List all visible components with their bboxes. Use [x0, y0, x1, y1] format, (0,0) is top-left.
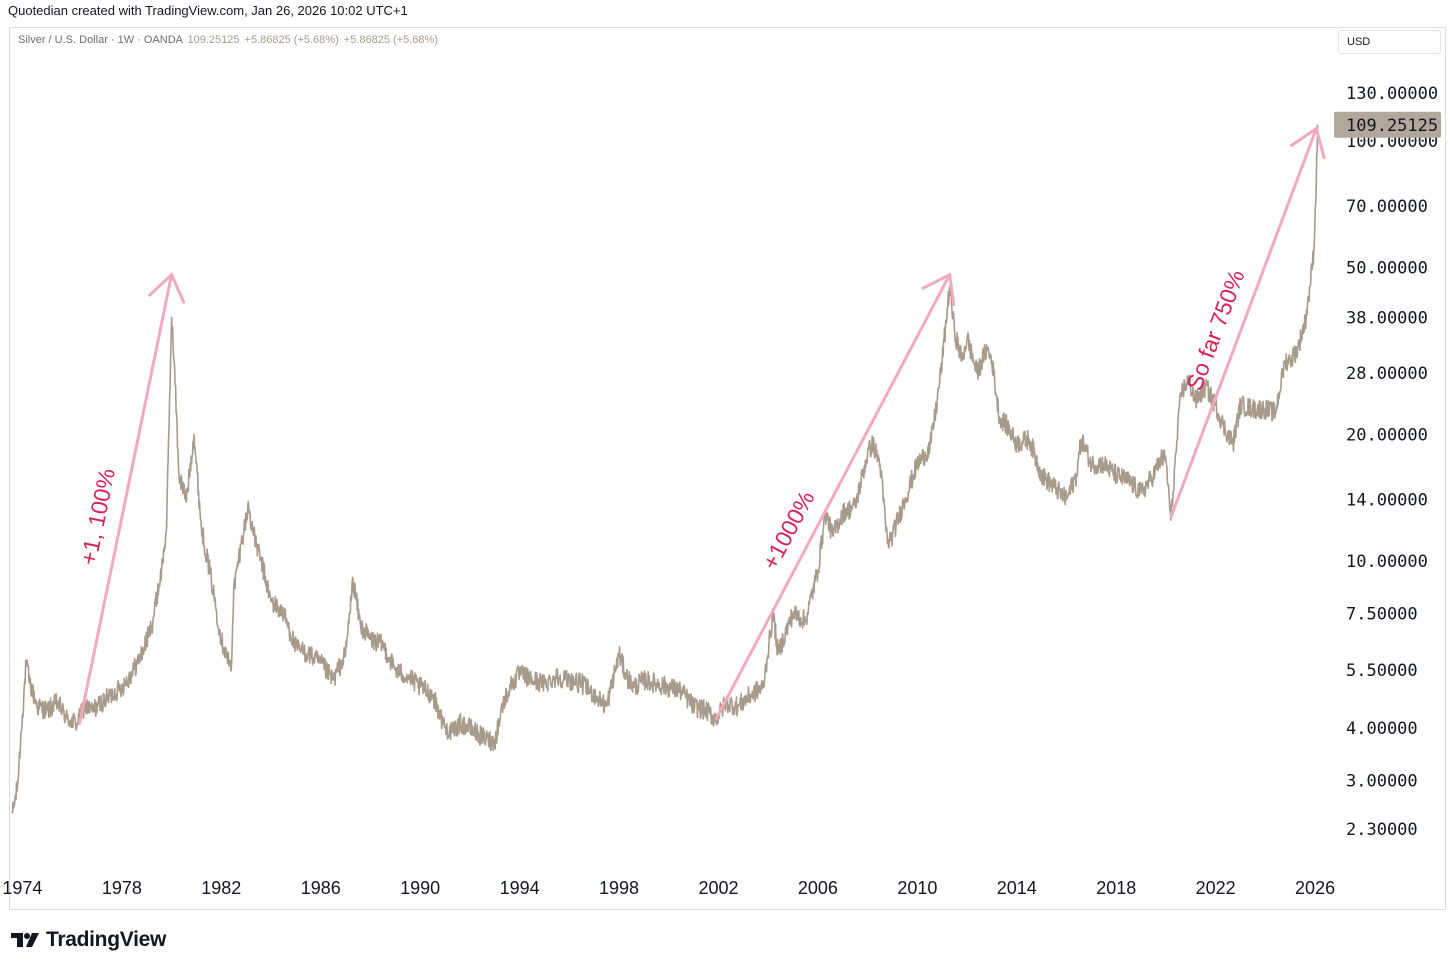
y-tick-label: 7.50000 [1346, 604, 1418, 624]
x-tick-label: 1982 [201, 878, 241, 898]
x-axis: 1974 1978 1982 1986 1990 1994 1998 2002 2006 2010… [2, 878, 1335, 898]
y-tick-label: 38.00000 [1346, 308, 1428, 328]
y-tick-label: 4.00000 [1346, 719, 1418, 739]
credit-line: Quotedian created with TradingView.com, … [8, 3, 408, 18]
x-tick-label: 2022 [1196, 878, 1236, 898]
x-tick-label: 1986 [301, 878, 341, 898]
annotation-arrow-head [1289, 126, 1326, 160]
annotation-arrow-head [921, 272, 956, 306]
x-tick-label: 2026 [1295, 878, 1335, 898]
x-tick-label: 1978 [102, 878, 142, 898]
y-tick-label: 20.00000 [1346, 425, 1428, 445]
annotation-label: +1000% [757, 486, 820, 573]
currency-button[interactable]: USD [1338, 30, 1441, 54]
x-tick-label: 1974 [2, 878, 42, 898]
y-axis: 130.00000100.0000070.0000050.0000038.000… [1346, 84, 1438, 840]
legend-change-2: +5.86825 (+5.68%) [343, 34, 438, 46]
annotation-arrow-line [714, 273, 952, 721]
x-tick-label: 1998 [599, 878, 639, 898]
annotation-arrow-head [148, 272, 186, 304]
x-tick-label: 2002 [698, 878, 738, 898]
x-tick-label: 2018 [1096, 878, 1136, 898]
x-tick-label: 2006 [798, 878, 838, 898]
legend-price: 109.25125 [187, 34, 240, 46]
chart-legend: Silver / U.S. Dollar · 1W · OANDA 109.25… [18, 34, 438, 46]
annotation-arrow-line [78, 273, 174, 725]
y-tick-label: 28.00000 [1346, 364, 1428, 384]
y-tick-label: 130.00000 [1346, 84, 1438, 104]
tradingview-logo[interactable]: TradingView [10, 928, 166, 952]
x-tick-label: 1990 [400, 878, 440, 898]
brand-name: TradingView [46, 928, 167, 951]
y-tick-label: 10.00000 [1346, 552, 1428, 572]
x-tick-label: 1994 [500, 878, 540, 898]
x-tick-label: 2010 [897, 878, 937, 898]
price-line [11, 124, 1319, 814]
y-tick-label: 14.00000 [1346, 490, 1428, 510]
last-price-marker: 109.25125 [1334, 111, 1441, 138]
y-tick-label: 5.50000 [1346, 661, 1418, 681]
y-tick-label: 50.00000 [1346, 258, 1428, 278]
annotations: +1, 100% +1000%So far 750% [75, 126, 1326, 725]
y-tick-label: 2.30000 [1346, 820, 1418, 840]
last-price-box [1334, 111, 1441, 138]
chart-frame [9, 27, 1446, 910]
legend-symbol: Silver / U.S. Dollar · 1W · OANDA [18, 34, 183, 46]
y-tick-label: 3.00000 [1346, 771, 1418, 791]
y-tick-label: 70.00000 [1346, 197, 1428, 217]
legend-change-1: +5.86825 (+5.68%) [244, 34, 339, 46]
tradingview-logo-icon [11, 933, 39, 947]
last-price-label: 109.25125 [1346, 116, 1438, 136]
x-tick-label: 2014 [997, 878, 1037, 898]
annotation-arrow-line [1169, 127, 1318, 519]
